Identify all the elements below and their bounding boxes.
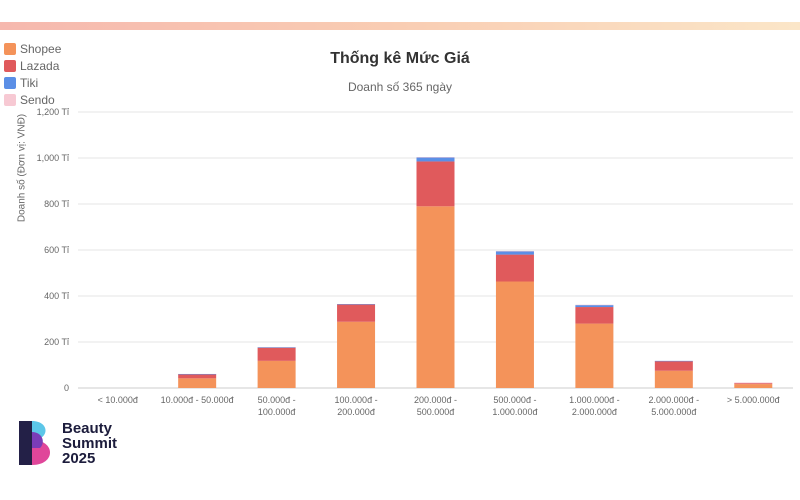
- legend-item-lazada[interactable]: Lazada: [4, 57, 61, 74]
- x-tick-label-0-0: < 10.000đ: [98, 395, 138, 405]
- bar-lazada-8: [734, 383, 773, 385]
- legend-swatch-tiki: [4, 76, 16, 89]
- top-accent-bar: [0, 22, 800, 30]
- x-tick-label-4-1: 500.000đ: [417, 407, 455, 417]
- bar-lazada-1: [178, 374, 217, 379]
- x-tick-label-5-0: 500.000đ -: [493, 395, 536, 405]
- logo-line-3: 2025: [62, 449, 96, 467]
- legend-label-lazada: Lazada: [20, 58, 60, 73]
- bar-sendo-4: [416, 157, 455, 158]
- logo-line-2: Summit: [62, 434, 118, 452]
- bar-lazada-5: [495, 254, 534, 282]
- beauty-summit-logo: Beauty Summit 2025: [16, 418, 117, 468]
- x-tick-label-1-0: 10.000đ - 50.000đ: [161, 395, 234, 405]
- y-tick-label-0: 0: [64, 383, 69, 393]
- x-tick-label-2-1: 100.000đ: [258, 407, 296, 417]
- beauty-summit-logo-icon: [19, 421, 50, 465]
- legend-item-shopee[interactable]: Shopee: [4, 40, 61, 57]
- y-tick-label-2: 400 Tỉ: [44, 291, 69, 301]
- legend-label-shopee: Shopee: [20, 41, 62, 56]
- legend-swatch-sendo: [4, 93, 16, 106]
- legend-swatch-lazada: [4, 59, 16, 72]
- bar-shopee-7: [654, 370, 693, 388]
- bar-shopee-6: [575, 323, 614, 388]
- logo-line-1: Beauty: [62, 419, 113, 437]
- bar-tiki-1: [178, 373, 217, 375]
- bar-shopee-5: [495, 281, 534, 388]
- x-tick-label-2-0: 50.000đ -: [258, 395, 296, 405]
- bar-shopee-8: [734, 384, 773, 388]
- y-tick-label-4: 800 Tỉ: [44, 199, 69, 209]
- bar-lazada-3: [337, 304, 376, 322]
- bar-sendo-5: [495, 250, 534, 252]
- chart-legend: Shopee Lazada Tiki Sendo: [4, 40, 61, 108]
- bar-sendo-8: [734, 382, 773, 384]
- x-tick-label-5-1: 1.000.000đ: [492, 407, 537, 417]
- y-tick-label-1: 200 Tỉ: [44, 337, 69, 347]
- x-tick-label-6-0: 1.000.000đ -: [569, 395, 620, 405]
- chart-title: Thống kê Mức Giá: [330, 50, 470, 67]
- x-tick-label-3-0: 100.000đ -: [335, 395, 378, 405]
- bar-tiki-2: [257, 347, 296, 348]
- x-tick-label-8-0: > 5.000.000đ: [727, 395, 780, 405]
- bar-sendo-6: [575, 304, 614, 306]
- legend-swatch-shopee: [4, 42, 16, 55]
- chart-subtitle: Doanh số 365 ngày: [347, 80, 453, 94]
- x-tick-label-4-0: 200.000đ -: [414, 395, 457, 405]
- bar-lazada-7: [654, 361, 693, 371]
- bar-tiki-3: [337, 304, 376, 305]
- bar-lazada-6: [575, 307, 614, 324]
- legend-item-sendo[interactable]: Sendo: [4, 91, 61, 108]
- bar-shopee-4: [416, 206, 455, 388]
- y-tick-label-5: 1,000 Tỉ: [37, 153, 69, 163]
- bar-tiki-6: [575, 304, 614, 308]
- bar-lazada-2: [257, 347, 296, 361]
- legend-label-sendo: Sendo: [20, 92, 55, 107]
- x-tick-label-7-0: 2.000.000đ -: [649, 395, 700, 405]
- bar-lazada-4: [416, 161, 455, 207]
- x-tick-label-3-1: 200.000đ: [337, 407, 375, 417]
- legend-label-tiki: Tiki: [20, 75, 39, 90]
- bar-tiki-4: [416, 157, 455, 162]
- x-tick-label-6-1: 2.000.000đ: [572, 407, 617, 417]
- y-tick-label-6: 1,200 Tỉ: [37, 107, 69, 117]
- bar-shopee-1: [178, 378, 217, 388]
- bar-tiki-5: [495, 251, 534, 255]
- x-tick-label-7-1: 5.000.000đ: [651, 407, 696, 417]
- legend-item-tiki[interactable]: Tiki: [4, 74, 61, 91]
- y-tick-label-3: 600 Tỉ: [44, 245, 69, 255]
- bar-tiki-7: [654, 360, 693, 362]
- logo-text: Beauty Summit 2025: [62, 421, 117, 466]
- bar-shopee-2: [257, 360, 296, 388]
- bar-shopee-3: [337, 321, 376, 388]
